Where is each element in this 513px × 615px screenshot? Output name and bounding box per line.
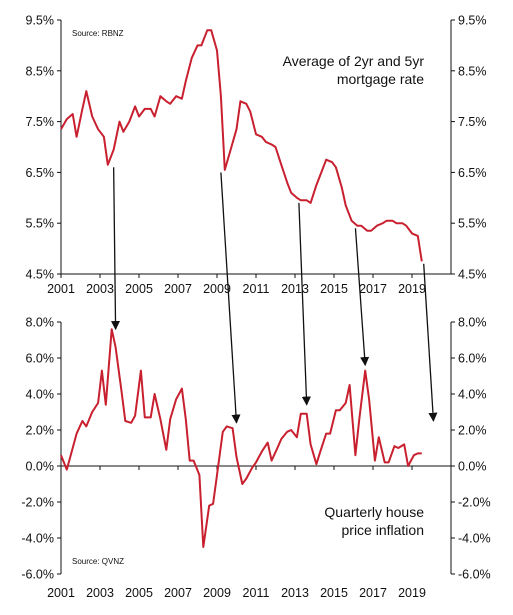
x-tick-label: 2011	[243, 586, 270, 600]
series-annotation: Average of 2yr and 5yr	[283, 53, 425, 69]
series-layer	[60, 29, 423, 548]
link-arrow	[220, 172, 241, 424]
y-tick-label-right: 7.5%	[458, 115, 487, 129]
link-arrow	[298, 202, 311, 406]
y-tick-label-right: 4.0%	[458, 388, 487, 402]
series-annotation: price inflation	[342, 522, 425, 538]
x-tick-label: 2003	[86, 586, 114, 600]
x-tick-label: 2007	[164, 586, 192, 600]
y-tick-label-right: 2.0%	[458, 424, 487, 438]
link-arrow	[110, 167, 121, 331]
y-tick-label-right: 9.5%	[458, 14, 487, 28]
y-tick-label-right: -2.0%	[458, 496, 491, 510]
y-tick-label: 8.0%	[26, 316, 55, 330]
x-tick-label: 2019	[398, 282, 426, 296]
series-line	[60, 29, 423, 262]
y-tick-label-right: 8.0%	[458, 316, 487, 330]
y-tick-label-right: 6.5%	[458, 166, 487, 180]
y-tick-label: 8.5%	[26, 64, 55, 78]
series-line	[60, 328, 422, 548]
x-tick-label: 2009	[203, 282, 231, 296]
x-tick-label: 2001	[47, 586, 75, 600]
x-tick-label: 2017	[359, 586, 387, 600]
link-arrow	[423, 263, 438, 422]
y-tick-label: 2.0%	[26, 424, 55, 438]
y-tick-label-right: 0.0%	[458, 460, 487, 474]
y-tick-label: 9.5%	[26, 14, 55, 28]
x-tick-label: 2005	[125, 586, 153, 600]
y-tick-label-right: -4.0%	[458, 532, 491, 546]
x-tick-label: 2009	[203, 586, 231, 600]
y-tick-label: 0.0%	[26, 460, 55, 474]
x-tick-label: 2019	[398, 586, 426, 600]
y-tick-label: 7.5%	[26, 115, 55, 129]
y-tick-label-right: 5.5%	[458, 217, 487, 231]
x-tick-label: 2015	[320, 586, 348, 600]
y-tick-label: -6.0%	[21, 568, 54, 582]
y-tick-label-right: 8.5%	[458, 64, 487, 78]
x-tick-label: 2015	[320, 282, 348, 296]
y-tick-label: 6.0%	[26, 352, 55, 366]
y-tick-label: 6.5%	[26, 166, 55, 180]
y-tick-label-right: -6.0%	[458, 568, 491, 582]
y-tick-label: -4.0%	[21, 532, 54, 546]
x-tick-label: 2017	[359, 282, 387, 296]
x-tick-label: 2011	[243, 282, 270, 296]
series-annotation: Quarterly house	[324, 504, 424, 520]
link-arrow	[354, 228, 370, 367]
y-tick-label-right: 6.0%	[458, 352, 487, 366]
source-label: Source: QVNZ	[72, 557, 124, 566]
y-tick-label: 4.5%	[26, 268, 55, 282]
series-annotation: mortgage rate	[337, 71, 424, 87]
arrows-layer	[110, 167, 438, 424]
x-tick-label: 2005	[125, 282, 153, 296]
x-tick-label: 2013	[281, 282, 309, 296]
source-label: Source: RBNZ	[72, 29, 124, 38]
y-tick-label: -2.0%	[21, 496, 54, 510]
axes-layer	[57, 19, 455, 575]
x-tick-label: 2007	[164, 282, 192, 296]
x-tick-label: 2001	[47, 282, 75, 296]
y-tick-label: 5.5%	[26, 217, 55, 231]
x-tick-label: 2013	[281, 586, 309, 600]
y-tick-label: 4.0%	[26, 388, 55, 402]
y-tick-label-right: 4.5%	[458, 268, 487, 282]
text-layer: 9.5% 9.5% 8.5% 8.5% 7.5% 7.5% 6.5% 6.5% 5.5% 5.5%…	[21, 14, 490, 601]
x-tick-label: 2003	[86, 282, 114, 296]
